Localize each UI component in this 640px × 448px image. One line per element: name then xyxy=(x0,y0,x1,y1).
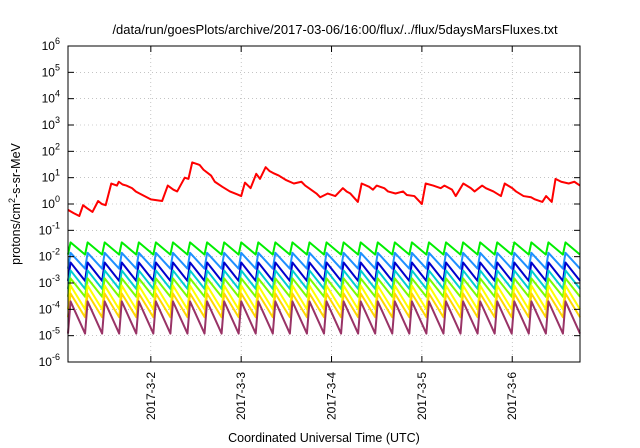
y-tick-exponent: 6 xyxy=(55,36,60,46)
y-tick-label: 10-6 xyxy=(39,352,60,369)
y-tick-exponent: 0 xyxy=(55,194,60,204)
y-tick-base: 10 xyxy=(39,223,53,237)
y-tick-base: 10 xyxy=(39,302,53,316)
chart-title: /data/run/goesPlots/archive/2017-03-06/1… xyxy=(112,22,558,37)
y-tick-exponent: -3 xyxy=(52,273,60,283)
y-tick-base: 10 xyxy=(39,250,53,264)
x-tick-label: 2017-3-2 xyxy=(144,372,158,420)
y-tick-base: 10 xyxy=(42,92,56,106)
series-line-7 xyxy=(67,292,581,319)
y-tick-exponent: -4 xyxy=(52,299,60,309)
x-tick-label: 2017-3-6 xyxy=(505,372,519,420)
y-tick-label: 10-3 xyxy=(39,273,60,290)
y-tick-base: 10 xyxy=(42,39,56,53)
y-tick-exponent: 5 xyxy=(55,62,60,72)
y-tick-label: 10-1 xyxy=(39,220,60,237)
y-axis-ticks: 10-610-510-410-310-210-11001011021031041… xyxy=(39,36,580,369)
y-tick-label: 106 xyxy=(42,36,60,53)
x-tick-label: 2017-3-3 xyxy=(234,372,248,420)
y-tick-base: 10 xyxy=(42,197,56,211)
y-tick-exponent: -6 xyxy=(52,352,60,362)
y-axis-label-suffix: -s-sr-MeV xyxy=(9,142,23,198)
y-tick-base: 10 xyxy=(42,65,56,79)
y-tick-base: 10 xyxy=(42,171,56,185)
y-tick-base: 10 xyxy=(42,118,56,132)
y-tick-label: 10-2 xyxy=(39,247,60,264)
y-tick-exponent: 2 xyxy=(55,141,60,151)
y-tick-label: 101 xyxy=(42,168,60,185)
series-line-5 xyxy=(67,277,581,298)
x-tick-label: 2017-3-5 xyxy=(415,372,429,420)
y-tick-label: 103 xyxy=(42,115,60,132)
y-axis-label-prefix: protons/cm xyxy=(9,203,23,265)
series-line-3 xyxy=(67,261,581,282)
y-tick-exponent: 1 xyxy=(55,168,60,178)
y-tick-label: 102 xyxy=(42,141,60,158)
y-tick-base: 10 xyxy=(39,355,53,369)
x-tick-label: 2017-3-4 xyxy=(325,372,339,420)
y-tick-exponent: 3 xyxy=(55,115,60,125)
y-tick-label: 10-5 xyxy=(39,326,60,343)
y-tick-label: 105 xyxy=(42,62,60,79)
series-line-0 xyxy=(67,161,581,218)
x-axis-ticks: 2017-3-2 2017-3-3 2017-3-4 2017-3-5 2017-3-6 xyxy=(144,46,519,420)
y-tick-base: 10 xyxy=(42,144,56,158)
y-tick-label: 100 xyxy=(42,194,60,211)
y-axis-label: protons/cm2-s-sr-MeV xyxy=(7,142,23,264)
y-tick-exponent: -5 xyxy=(52,326,60,336)
series-line-2 xyxy=(67,251,581,270)
series-line-8 xyxy=(67,300,581,335)
y-axis-label-sup: 2 xyxy=(7,198,17,203)
y-tick-exponent: 4 xyxy=(55,89,60,99)
y-tick-exponent: -1 xyxy=(52,220,60,230)
series-group xyxy=(67,161,581,335)
y-tick-label: 10-4 xyxy=(39,299,60,316)
y-tick-exponent: -2 xyxy=(52,247,60,257)
y-tick-label: 104 xyxy=(42,89,60,106)
series-line-4 xyxy=(67,269,581,290)
x-axis-label: Coordinated Universal Time (UTC) xyxy=(228,431,420,445)
y-tick-base: 10 xyxy=(39,329,53,343)
series-line-1 xyxy=(67,241,581,256)
y-tick-base: 10 xyxy=(39,276,53,290)
